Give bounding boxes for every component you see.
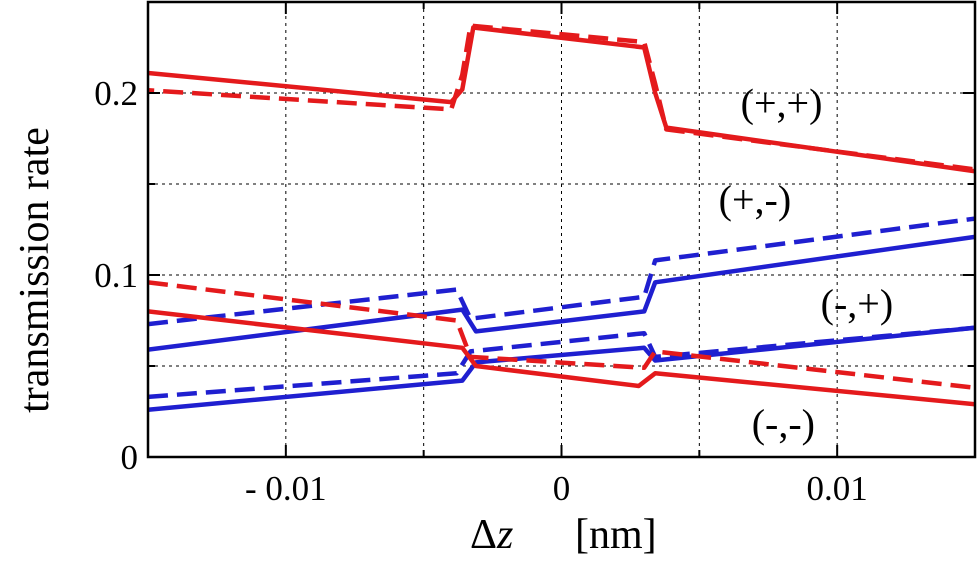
x-tick-label: 0.01 (807, 469, 868, 508)
series-line-dashed (148, 23, 975, 172)
series-annotation: (+,+) (741, 81, 823, 126)
grid-lines (148, 2, 975, 457)
y-tick-labels: 0 0.1 0.2 (94, 74, 138, 477)
series-annotation: (-,-) (752, 401, 815, 446)
x-tick-labels: - 0.01 0 0.01 (245, 469, 868, 508)
y-axis-label: transmission rate (12, 127, 58, 413)
x-axis-label-unit: [nm] (575, 512, 657, 558)
x-axis-label-variable: z (496, 512, 513, 558)
y-tick-label: 0.1 (94, 256, 138, 295)
series-line-dashed (148, 280, 975, 391)
series-lines (148, 23, 975, 412)
axis-ticks (147, 1, 976, 458)
series-line-solid (148, 325, 975, 412)
series-annotation: (-,+) (821, 281, 894, 326)
series-annotation: (+,-) (719, 177, 792, 222)
x-tick-label: 0 (553, 469, 571, 508)
series-line-solid (148, 309, 975, 407)
y-tick-label: 0.2 (94, 74, 138, 113)
series-line-dashed (148, 216, 975, 327)
x-tick-label: - 0.01 (245, 469, 327, 508)
series-annotations: (+,+) (+,-) (-,+) (-,-) (719, 81, 894, 446)
series-line-dashed (148, 325, 975, 400)
y-tick-label: 0 (121, 438, 139, 477)
x-axis-label-symbol: Δz (470, 512, 513, 558)
x-axis-label: Δz [nm] (470, 512, 657, 558)
